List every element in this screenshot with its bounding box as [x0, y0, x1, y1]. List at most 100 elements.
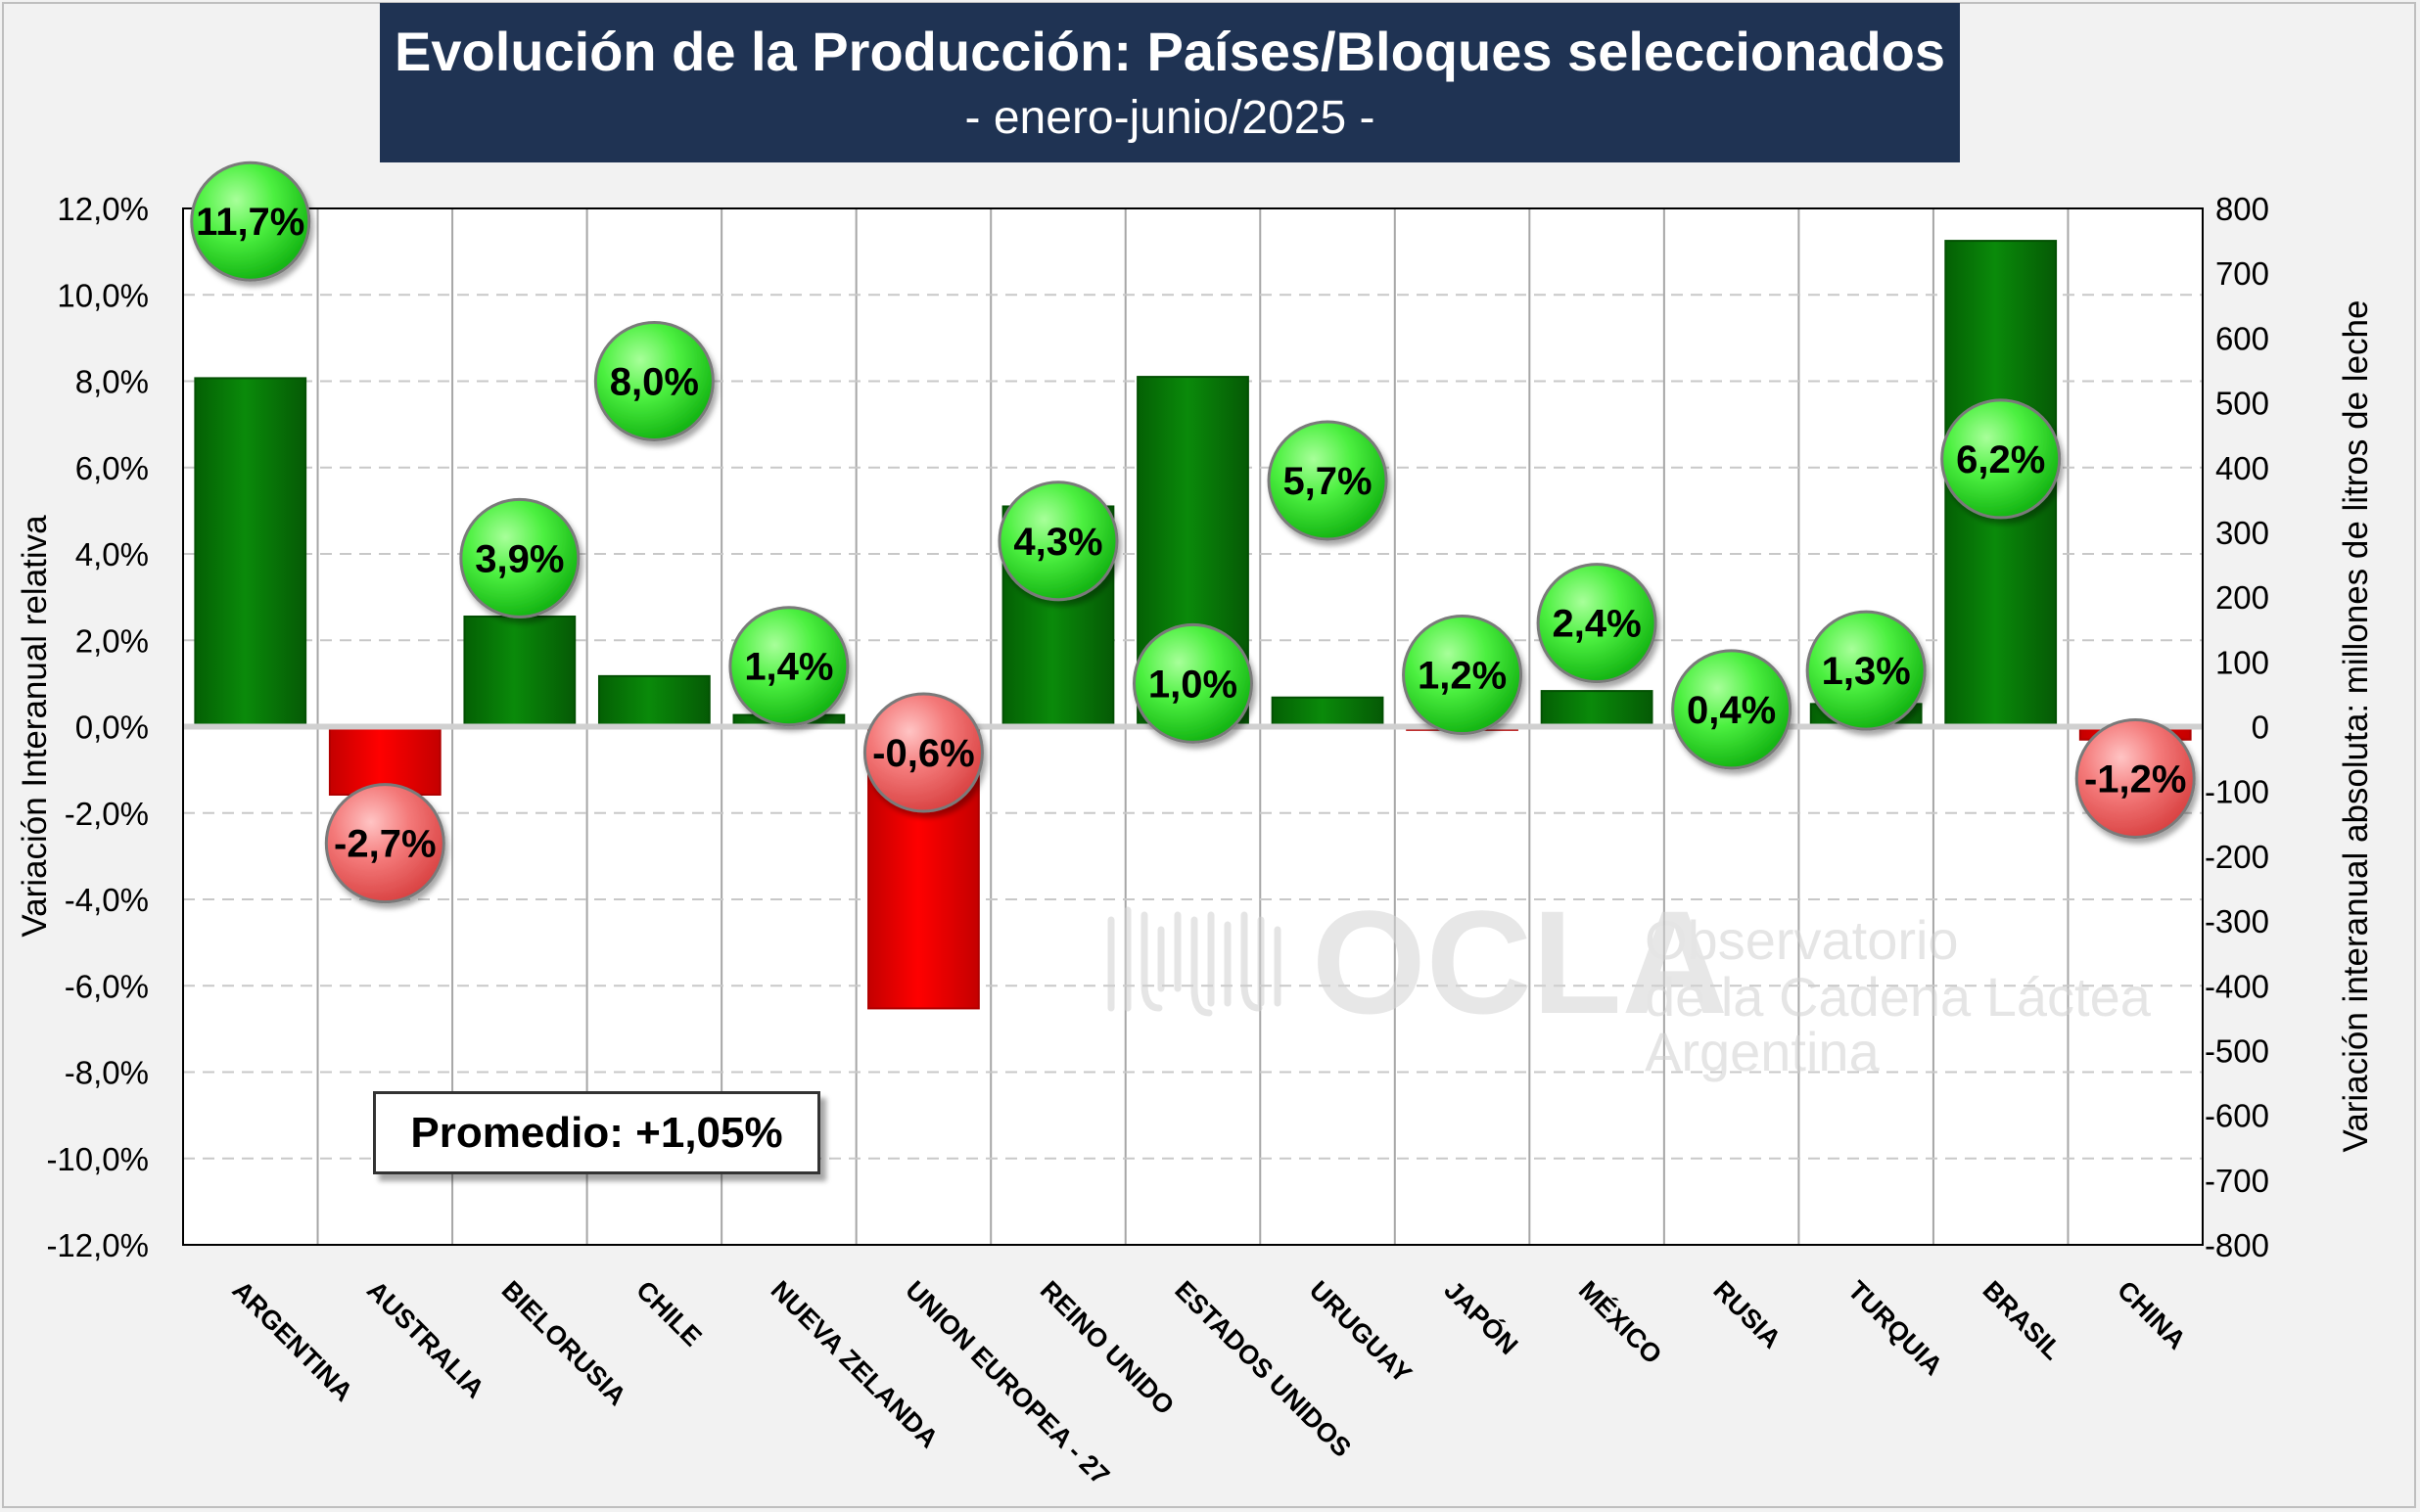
- bubble-label: 8,0%: [610, 361, 699, 404]
- right-tick-label: 500: [2215, 386, 2269, 422]
- percent-bubble: 11,7%: [190, 160, 311, 282]
- left-axis-ticks: 12,0% 10,0% 8,0% 6,0% 4,0% 2,0% 0,0% -2,0% -4,0%…: [46, 191, 149, 1263]
- bubble-circle: [459, 497, 581, 619]
- right-tick-label: 0: [2252, 710, 2269, 746]
- right-tick-label: -500: [2205, 1032, 2269, 1069]
- bubble-label: 1,4%: [744, 646, 833, 689]
- average-note-text: Promedio: +1,05%: [410, 1108, 783, 1157]
- bubble-circle: [324, 783, 445, 904]
- right-tick-label: -300: [2205, 903, 2269, 939]
- y-axis-label-left: Variación Interanual relativa: [16, 515, 54, 938]
- right-tick-label: -200: [2205, 839, 2269, 875]
- bubble-circle: [998, 481, 1119, 602]
- x-category-label: BIELORUSIA: [496, 1275, 632, 1411]
- title-box: Evolución de la Producción: Países/Bloqu…: [380, 3, 1960, 162]
- percent-bubble: -2,7%: [324, 783, 445, 904]
- bar-méxico: [1540, 690, 1653, 728]
- percent-bubble: 8,0%: [593, 321, 715, 441]
- bar-bielorusia: [463, 615, 577, 728]
- percent-bubble: 5,7%: [1267, 420, 1388, 541]
- svg-text:de la Cadena Láctea: de la Cadena Láctea: [1645, 966, 2152, 1028]
- plot-border: [182, 207, 2204, 1246]
- right-tick-label: -100: [2205, 774, 2269, 810]
- bubble-circle: [1267, 420, 1388, 541]
- svg-text:OCLA: OCLA: [1312, 880, 1728, 1044]
- percent-bubble: 6,2%: [1940, 398, 2062, 520]
- bubble-label: 1,0%: [1148, 663, 1237, 706]
- left-tick-label: -2,0%: [65, 796, 149, 832]
- right-tick-label: -700: [2205, 1163, 2269, 1199]
- right-axis-ticks: 800 700 600 500 400 300 200 100 0 -100 -200 -300 -40…: [2205, 191, 2269, 1263]
- x-category-label: MÉXICO: [1573, 1274, 1668, 1369]
- x-category-label: RUSIA: [1707, 1275, 1787, 1354]
- bubble-label: 6,2%: [1956, 438, 2045, 481]
- bubble-label: 1,2%: [1418, 655, 1507, 698]
- percent-bubble: 1,2%: [1402, 615, 1523, 736]
- right-tick-label: 600: [2215, 320, 2269, 356]
- left-tick-label: 10,0%: [57, 277, 149, 313]
- x-category-label: URUGUAY: [1304, 1275, 1418, 1389]
- bubble-label: 5,7%: [1282, 460, 1372, 503]
- right-tick-label: 200: [2215, 579, 2269, 616]
- left-tick-label: 4,0%: [75, 536, 149, 573]
- left-tick-label: -6,0%: [65, 968, 149, 1004]
- right-tick-label: 100: [2215, 644, 2269, 680]
- x-category-label: ARGENTINA: [227, 1275, 359, 1407]
- x-category-label: REINO UNIDO: [1035, 1275, 1181, 1421]
- bubble-circle: [1671, 649, 1792, 770]
- percent-bubble: 1,3%: [1805, 610, 1927, 731]
- x-category-label: JAPÓN: [1438, 1274, 1524, 1360]
- bubble-circle: [1536, 563, 1657, 684]
- bubble-circle: [1402, 615, 1523, 736]
- right-tick-label: 400: [2215, 450, 2269, 486]
- average-note: Promedio: +1,05%: [373, 1091, 820, 1174]
- bar-uruguay: [1271, 696, 1384, 728]
- watermark-logo: OCLA Observatorio de la Cadena Láctea Ar…: [1107, 880, 2152, 1082]
- right-tick-label: 700: [2215, 255, 2269, 292]
- left-tick-label: -12,0%: [46, 1227, 149, 1263]
- right-tick-label: 800: [2215, 191, 2269, 227]
- bubble-label: 4,3%: [1013, 521, 1102, 564]
- percent-bubble: 1,4%: [728, 606, 850, 727]
- bubble-circle: [1940, 398, 2062, 520]
- chart-subtitle: - enero-junio/2025 -: [964, 92, 1375, 144]
- percent-bubble: -1,2%: [2074, 717, 2196, 839]
- bubble-circle: [862, 692, 984, 813]
- bubble-label: 3,9%: [475, 537, 564, 580]
- bubble-label: 11,7%: [196, 201, 304, 244]
- percent-bubble: 1,0%: [1133, 622, 1253, 744]
- left-tick-label: 0,0%: [75, 710, 149, 746]
- x-category-label: BRASIL: [1977, 1275, 2067, 1365]
- svg-text:Argentina: Argentina: [1645, 1021, 1881, 1082]
- x-category-label: CHINA: [2112, 1275, 2192, 1355]
- percent-bubble: 3,9%: [459, 497, 581, 619]
- bar-argentina: [194, 377, 307, 728]
- left-tick-label: -8,0%: [65, 1055, 149, 1091]
- right-tick-label: 300: [2215, 515, 2269, 551]
- bubble-label: -1,2%: [2084, 757, 2187, 801]
- y-axis-label-right: Variación interanual absoluta: millones …: [2337, 300, 2375, 1153]
- x-category-label: TURQUIA: [1842, 1275, 1948, 1381]
- bubble-label: 1,3%: [1822, 650, 1911, 693]
- bar-chile: [597, 674, 711, 728]
- bubble-label: 2,4%: [1553, 603, 1642, 646]
- svg-text:Observatorio: Observatorio: [1645, 909, 1959, 971]
- bubble-label: -0,6%: [872, 732, 975, 775]
- left-tick-label: 12,0%: [57, 191, 149, 227]
- left-tick-label: 8,0%: [75, 364, 149, 400]
- left-tick-label: -4,0%: [65, 882, 149, 918]
- chart-title: Evolución de la Producción: Países/Bloqu…: [394, 21, 1946, 82]
- left-tick-label: 6,0%: [75, 450, 149, 486]
- left-tick-label: -10,0%: [46, 1141, 149, 1177]
- x-category-label: CHILE: [630, 1275, 707, 1352]
- right-tick-label: -600: [2205, 1098, 2269, 1134]
- percent-bubble: 2,4%: [1536, 563, 1657, 684]
- percent-bubble: 4,3%: [998, 481, 1119, 602]
- left-tick-label: 2,0%: [75, 622, 149, 659]
- bubble-label: 0,4%: [1687, 689, 1776, 732]
- percent-bubbles: 11,7% -2,7% 3,9% 8,0% 1,4% -0,6% 4,3% 1,0% 5,7% 1…: [190, 160, 2196, 904]
- bubble-circle: [593, 321, 715, 441]
- bubble-circle: [2074, 717, 2196, 839]
